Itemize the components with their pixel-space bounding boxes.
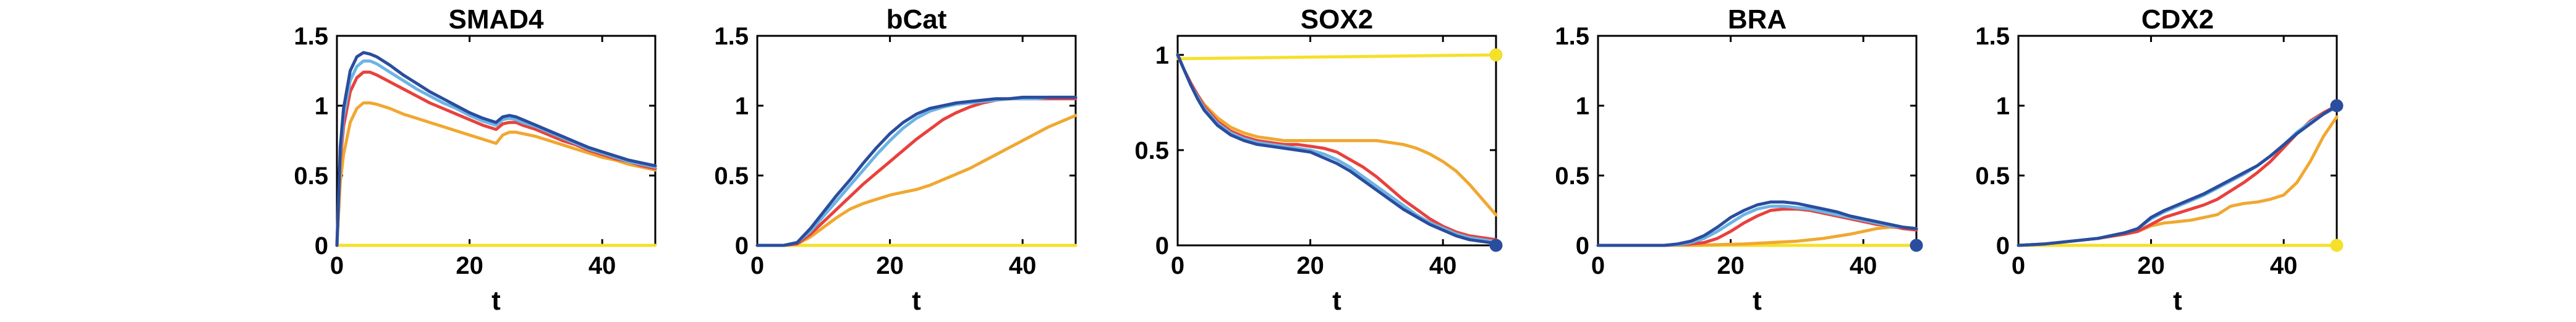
y-tick-label: 1 xyxy=(1576,93,1589,120)
chart-title: SMAD4 xyxy=(448,4,544,35)
series-line-1 xyxy=(2017,115,2339,247)
plot-frame xyxy=(1176,35,1497,247)
series-line-2 xyxy=(1596,207,1918,247)
end-marker-0 xyxy=(2330,99,2344,112)
y-tick-label: 0 xyxy=(1155,232,1169,260)
x-tick-label: 40 xyxy=(1429,252,1457,279)
series-line-1 xyxy=(1596,226,1918,247)
y-tick-label: 0.5 xyxy=(1134,137,1169,164)
y-tick-label: 0 xyxy=(315,232,328,260)
chart-title: bCat xyxy=(886,4,947,35)
x-tick-label: 0 xyxy=(2012,252,2025,279)
series-line-4 xyxy=(1596,200,1918,247)
y-tick-label: 0.5 xyxy=(1975,163,2010,190)
series-line-4 xyxy=(755,95,1078,247)
series-line-2 xyxy=(755,97,1078,247)
x-tick-label: 0 xyxy=(750,252,764,279)
y-tick-label: 1.5 xyxy=(294,23,328,50)
end-marker-0 xyxy=(1910,239,1923,252)
chart-title: SOX2 xyxy=(1301,4,1373,35)
y-tick-label: 0 xyxy=(735,232,749,260)
x-tick-label: 20 xyxy=(2137,252,2165,279)
x-tick-label: 40 xyxy=(589,252,616,279)
y-tick-label: 0.5 xyxy=(714,163,749,190)
plot-frame xyxy=(1597,35,1918,247)
x-tick-label: 20 xyxy=(1296,252,1324,279)
series-line-2 xyxy=(1176,53,1498,242)
x-axis-label: t xyxy=(491,286,501,316)
series-line-0 xyxy=(1176,53,1498,61)
x-axis-label: t xyxy=(912,286,921,316)
x-tick-label: 40 xyxy=(1009,252,1037,279)
x-axis-label: t xyxy=(1332,286,1341,316)
x-tick-label: 0 xyxy=(1171,252,1184,279)
series-line-3 xyxy=(1176,53,1498,244)
y-tick-label: 1.5 xyxy=(1555,23,1589,50)
series-line-4 xyxy=(335,51,657,247)
y-tick-label: 1.5 xyxy=(714,23,749,50)
x-axis-label: t xyxy=(1753,286,1762,316)
x-tick-label: 40 xyxy=(1850,252,1877,279)
series-line-2 xyxy=(2017,104,2339,247)
chart-title: BRA xyxy=(1728,4,1787,35)
chart-title: CDX2 xyxy=(2141,4,2214,35)
x-tick-label: 0 xyxy=(330,252,344,279)
x-tick-label: 0 xyxy=(1591,252,1605,279)
chart-panel-bra: BRA 0 20 40 0 0.5 1 1.5 t xyxy=(1555,4,1923,316)
x-tick-label: 40 xyxy=(2270,252,2298,279)
series-line-1 xyxy=(1176,53,1498,217)
x-tick-label: 20 xyxy=(1717,252,1745,279)
series-line-3 xyxy=(755,95,1078,247)
series-line-3 xyxy=(1596,205,1918,247)
chart-panel-bcat: bCat 0 20 40 0 0.5 1 1.5 t xyxy=(714,4,1078,316)
series-line-3 xyxy=(2017,105,2339,247)
chart-panel-smad4: SMAD4 0 20 40 0 0.5 1 1.5 t xyxy=(294,4,657,316)
end-marker-1 xyxy=(1489,239,1503,252)
y-tick-label: 0.5 xyxy=(294,163,328,190)
y-tick-label: 0 xyxy=(1996,232,2010,260)
y-tick-label: 1.5 xyxy=(1975,23,2010,50)
chart-panel-sox2: SOX2 0 20 40 0 0.5 1 t xyxy=(1134,4,1503,316)
series-line-1 xyxy=(335,101,657,247)
x-tick-label: 20 xyxy=(456,252,483,279)
series-line-1 xyxy=(755,114,1078,247)
series-line-4 xyxy=(2017,104,2339,247)
y-tick-label: 1 xyxy=(1996,93,2010,120)
y-tick-label: 1 xyxy=(315,93,328,120)
x-axis-label: t xyxy=(2173,286,2182,316)
end-marker-0 xyxy=(1489,48,1503,62)
y-tick-label: 1 xyxy=(1155,42,1169,69)
chart-panel-cdx2: CDX2 0 20 40 0 0.5 1 1.5 t xyxy=(1975,4,2344,316)
y-tick-label: 0 xyxy=(1576,232,1589,260)
end-marker-1 xyxy=(2330,239,2344,252)
y-tick-label: 1 xyxy=(735,93,749,120)
series-line-4 xyxy=(1176,53,1498,245)
x-tick-label: 20 xyxy=(876,252,904,279)
y-tick-label: 0.5 xyxy=(1555,163,1589,190)
